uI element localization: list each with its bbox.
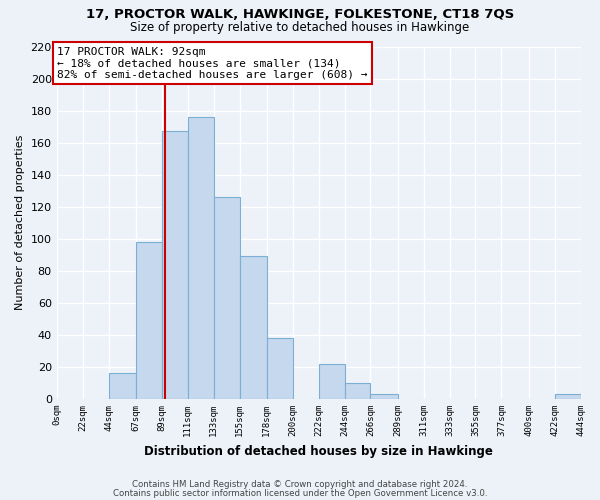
- Y-axis label: Number of detached properties: Number of detached properties: [15, 135, 25, 310]
- Bar: [344, 383, 370, 399]
- Text: 17 PROCTOR WALK: 92sqm
← 18% of detached houses are smaller (134)
82% of semi-de: 17 PROCTOR WALK: 92sqm ← 18% of detached…: [57, 46, 368, 80]
- Bar: [370, 394, 398, 399]
- X-axis label: Distribution of detached houses by size in Hawkinge: Distribution of detached houses by size …: [144, 444, 493, 458]
- Bar: [554, 394, 581, 399]
- Bar: [188, 117, 214, 399]
- Text: Contains HM Land Registry data © Crown copyright and database right 2024.: Contains HM Land Registry data © Crown c…: [132, 480, 468, 489]
- Bar: [214, 197, 239, 399]
- Bar: [266, 338, 293, 399]
- Text: 17, PROCTOR WALK, HAWKINGE, FOLKESTONE, CT18 7QS: 17, PROCTOR WALK, HAWKINGE, FOLKESTONE, …: [86, 8, 514, 20]
- Bar: [136, 242, 161, 399]
- Bar: [239, 256, 266, 399]
- Bar: [319, 364, 344, 399]
- Bar: [161, 132, 188, 399]
- Text: Contains public sector information licensed under the Open Government Licence v3: Contains public sector information licen…: [113, 488, 487, 498]
- Bar: [109, 374, 136, 399]
- Text: Size of property relative to detached houses in Hawkinge: Size of property relative to detached ho…: [130, 21, 470, 34]
